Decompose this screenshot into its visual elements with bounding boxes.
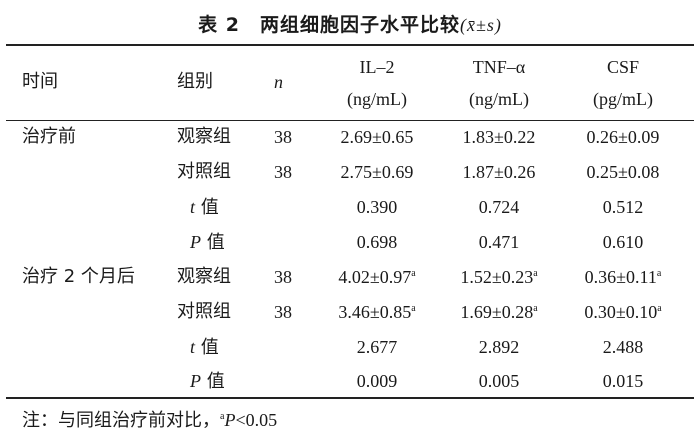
cell-tnf: 2.892 (440, 336, 558, 358)
cell-il2-value: 0.009 (356, 371, 398, 391)
row-n: 38 (274, 267, 292, 287)
cell-tnf-value: 1.69±0.28 (460, 302, 534, 322)
cell-csf-value: 2.488 (602, 337, 644, 357)
stat-symbol: t (190, 337, 196, 357)
header-rule (6, 120, 694, 121)
row-group-stat: t 值 (190, 336, 219, 359)
cell-tnf: 0.471 (440, 231, 558, 253)
cell-tnf: 1.87±0.26 (440, 161, 558, 183)
stat-suffix: 值 (201, 371, 225, 392)
row-n: 38 (274, 162, 292, 182)
cell-tnf-value: 1.52±0.23 (460, 267, 534, 287)
cell-csf-value: 0.610 (602, 232, 644, 252)
row-group: 观察组 (177, 126, 231, 147)
header-il2-name: IL–2 (359, 57, 395, 77)
row-group: 对照组 (177, 161, 231, 182)
row-group-stat: P 值 (190, 231, 225, 254)
top-rule (6, 44, 694, 46)
stat-symbol: t (190, 197, 196, 217)
row-group: 观察组 (177, 266, 231, 287)
header-group: 组别 (177, 71, 213, 92)
stat-suffix: 值 (201, 232, 225, 253)
cell-il2-sup: a (411, 268, 416, 279)
cell-il2: 2.75±0.69 (318, 161, 436, 183)
table-title-label: 表 2 两组细胞因子水平比较 (198, 14, 460, 36)
cell-il2: 4.02±0.97a (318, 266, 436, 288)
note-suffix: <0.05 (235, 410, 278, 430)
cell-csf-value: 0.015 (602, 371, 644, 391)
row-group: 对照组 (177, 301, 231, 322)
note-sup: a (220, 411, 225, 422)
cell-tnf-value: 2.892 (478, 337, 520, 357)
cell-il2: 3.46±0.85a (318, 301, 436, 323)
header-csf-unit: (pg/mL) (593, 89, 653, 109)
cell-csf: 0.610 (564, 231, 682, 253)
cell-tnf-sup: a (533, 268, 538, 279)
cell-il2-value: 2.677 (356, 337, 398, 357)
header-il2-unit: (ng/mL) (347, 89, 407, 109)
cell-il2-sup: a (411, 303, 416, 314)
cell-il2: 0.009 (318, 370, 436, 392)
cell-csf-value: 0.30±0.10 (584, 302, 658, 322)
cell-tnf-value: 1.87±0.26 (462, 162, 536, 182)
cell-csf-value: 0.512 (602, 197, 644, 217)
row-group-stat: t 值 (190, 196, 219, 219)
cell-il2: 0.390 (318, 196, 436, 218)
cell-csf-value: 0.36±0.11 (584, 267, 657, 287)
cell-il2: 2.677 (318, 336, 436, 358)
cell-tnf: 1.52±0.23a (440, 266, 558, 288)
cell-csf-value: 0.25±0.08 (586, 162, 660, 182)
cell-tnf-sup: a (533, 303, 538, 314)
cell-tnf: 0.724 (440, 196, 558, 218)
cell-csf-sup: a (656, 268, 662, 279)
cell-csf: 2.488 (564, 336, 682, 358)
cell-csf-value: 0.26±0.09 (586, 127, 660, 147)
cell-tnf: 1.69±0.28a (440, 301, 558, 323)
row-n: 38 (274, 127, 292, 147)
cell-csf: 0.512 (564, 196, 682, 218)
cell-il2-value: 0.698 (356, 232, 398, 252)
header-tnf-name: TNF–α (472, 57, 526, 77)
cell-csf: 0.36±0.11a (564, 266, 682, 288)
cell-csf-sup: a (657, 303, 662, 314)
cell-il2-value: 4.02±0.97 (338, 267, 412, 287)
table-note: 注：与同组治疗前对比，aP<0.05 (22, 406, 277, 432)
header-time: 时间 (22, 71, 58, 92)
cell-il2: 2.69±0.65 (318, 126, 436, 148)
cell-il2-value: 2.75±0.69 (340, 162, 414, 182)
header-tnf-unit: (ng/mL) (469, 89, 529, 109)
cell-il2: 0.698 (318, 231, 436, 253)
note-p: P (224, 410, 236, 430)
cell-csf: 0.26±0.09 (564, 126, 682, 148)
row-n: 38 (274, 302, 292, 322)
row-group-stat: P 值 (190, 370, 225, 393)
cell-tnf-value: 0.471 (478, 232, 520, 252)
bottom-rule (6, 397, 694, 399)
header-csf-name: CSF (606, 57, 640, 77)
stat-suffix: 值 (195, 197, 219, 218)
stat-suffix: 值 (195, 337, 219, 358)
table-title-stat: (x̄±s) (459, 15, 502, 35)
cell-csf: 0.25±0.08 (564, 161, 682, 183)
cell-csf: 0.30±0.10a (564, 301, 682, 323)
row-time: 治疗前 (22, 126, 76, 147)
cell-tnf: 1.83±0.22 (440, 126, 558, 148)
cell-tnf-value: 1.83±0.22 (462, 127, 536, 147)
stat-symbol: P (190, 232, 201, 252)
table-title: 表 2 两组细胞因子水平比较(x̄±s) (0, 10, 700, 37)
cell-tnf-value: 0.724 (478, 197, 520, 217)
cell-il2-value: 0.390 (356, 197, 398, 217)
cell-csf: 0.015 (564, 370, 682, 392)
cell-il2-value: 3.46±0.85 (338, 302, 412, 322)
row-time: 治疗 2 个月后 (22, 266, 135, 287)
cell-tnf-value: 0.005 (478, 371, 520, 391)
note-prefix: 注：与同组治疗前对比， (22, 410, 220, 431)
cell-tnf: 0.005 (440, 370, 558, 392)
header-n: n (274, 72, 283, 92)
cell-il2-value: 2.69±0.65 (340, 127, 414, 147)
stat-symbol: P (190, 371, 201, 391)
